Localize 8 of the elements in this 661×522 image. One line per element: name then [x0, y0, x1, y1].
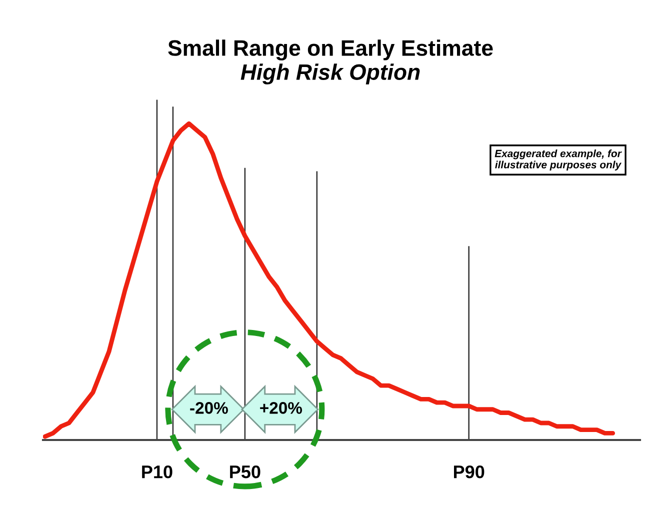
annotation: -20%: [190, 402, 228, 414]
x-tick-label: P10: [142, 465, 172, 478]
chart-title: Small Range on Early Estimate: [168, 40, 493, 60]
annotation: +20%: [260, 402, 302, 414]
chart-subtitle: High Risk Option: [240, 64, 420, 84]
x-tick-label: P50: [230, 465, 260, 478]
annotation: Exaggerated example, for illustrative purposes only: [494, 150, 622, 170]
x-tick-label: P90: [454, 465, 484, 478]
